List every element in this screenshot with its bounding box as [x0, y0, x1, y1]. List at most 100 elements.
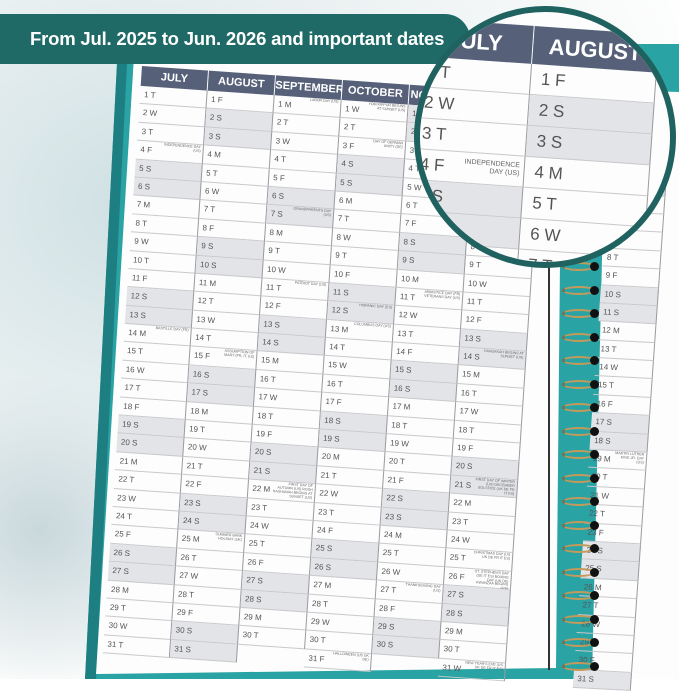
- day-label: 5 S: [417, 185, 444, 207]
- day-label: 7 S: [270, 209, 284, 220]
- day-label: 27 W: [179, 570, 199, 582]
- day-label: 21 M: [119, 456, 138, 467]
- day-label: 3 S: [208, 131, 221, 142]
- day-label: 14 T: [328, 342, 346, 353]
- holiday-label: PATRIOT DAY (US): [294, 280, 327, 287]
- day-label: 11 T: [399, 291, 416, 302]
- day-label: 4 T: [274, 154, 287, 165]
- day-label: 28 T: [311, 598, 329, 609]
- day-label: 27 T: [582, 600, 599, 611]
- day-label: 17 T: [124, 383, 141, 394]
- holiday-label: FIRST DAY OF WINTER (US) DECEMBER SOLSTI…: [475, 477, 516, 496]
- day-label: 21 F: [387, 475, 404, 486]
- day-label: 9 S: [402, 255, 415, 266]
- day-label: 17 W: [459, 406, 479, 417]
- day-label: 15 M: [260, 355, 280, 367]
- day-label: 16 T: [326, 378, 343, 389]
- binding-hole: [590, 520, 599, 530]
- day-label: 30 T: [443, 644, 460, 655]
- day-label: 26 T: [180, 552, 197, 563]
- day-label: 8 S: [403, 237, 416, 247]
- day-label: 12 S: [331, 305, 349, 316]
- day-label: 10 S: [604, 289, 622, 299]
- day-label: 13 S: [129, 309, 147, 320]
- day-label: 16 T: [460, 388, 477, 399]
- day-label: 19 T: [188, 424, 206, 435]
- day-label: 10 W: [266, 264, 287, 275]
- day-label: 26 S: [314, 561, 332, 572]
- day-label: 27 S: [246, 575, 264, 586]
- day-label: 29 F: [176, 607, 194, 618]
- day-label: 13 W: [196, 314, 216, 325]
- day-label: 8 T: [135, 218, 148, 229]
- day-label: 24 W: [450, 534, 470, 545]
- holiday-label: INDEPENDENCE DAY (US): [464, 158, 521, 178]
- day-label: 10 F: [333, 268, 351, 280]
- day-label: 5 T: [531, 193, 558, 214]
- day-label: 24 W: [249, 520, 269, 531]
- day-label: 3 W: [275, 136, 291, 147]
- day-label: 15 W: [327, 360, 347, 371]
- day-label: 18 S: [593, 435, 611, 446]
- day-label: 17 M: [392, 401, 411, 412]
- binding-hole: [590, 285, 599, 295]
- holiday-label: CHRISTMAS DAY (US UK DE FR IT ES): [473, 550, 511, 562]
- day-label: 25 M: [181, 534, 200, 545]
- day-label: 25 S: [315, 543, 333, 554]
- banner-text: From Jul. 2025 to Jun. 2026 and importan…: [30, 28, 445, 49]
- day-label: 2 T: [343, 122, 356, 133]
- day-label: 25 T: [248, 538, 265, 549]
- binding-hole: [590, 379, 599, 389]
- day-label: 13 T: [397, 328, 414, 339]
- day-label: 29 M: [444, 626, 464, 637]
- binding-hole: [590, 426, 599, 436]
- holiday-label: INDEPENDENCE DAY (US): [164, 142, 202, 154]
- day-label: 15 M: [461, 369, 481, 381]
- day-label: 20 S: [254, 447, 272, 458]
- day-label: 19 W: [389, 438, 410, 449]
- holiday-label: GRANDPARENTS DAY (US): [293, 206, 332, 218]
- day-label: 13 M: [330, 323, 349, 335]
- day-label: 1 W: [344, 104, 360, 115]
- day-label: 22 M: [453, 498, 472, 509]
- day-label: 18 F: [123, 401, 140, 412]
- day-label: 20 W: [187, 442, 207, 453]
- day-label: 5 T: [205, 168, 218, 178]
- day-label: 28 S: [445, 607, 463, 618]
- day-label: 6 S: [137, 181, 151, 192]
- day-label: 5 S: [138, 163, 152, 174]
- day-label: 20 S: [120, 437, 138, 449]
- holiday-label: NEW YEAR'S EVE (US UK DE FR IT ES): [465, 660, 504, 671]
- day-label: 21 T: [186, 460, 203, 472]
- holiday-label: DAY OF GERMAN UNITY (DE): [373, 138, 404, 149]
- day-label: 27 S: [447, 589, 465, 600]
- day-label: 14 F: [395, 346, 413, 357]
- binding-hole: [590, 497, 599, 506]
- day-label: 18 T: [458, 424, 475, 435]
- day-label: 16 S: [192, 369, 210, 380]
- day-label: 12 F: [264, 300, 281, 311]
- holiday-label: LABOR DAY (US): [309, 97, 339, 104]
- day-label: 4 M: [533, 162, 564, 184]
- binding-hole: [590, 332, 599, 342]
- day-label: 29 S: [377, 621, 395, 632]
- day-label: 11 S: [332, 287, 350, 298]
- day-label: 30 S: [376, 639, 394, 650]
- holiday-label: HALLOWEEN (US UK DE): [333, 651, 370, 662]
- day-label: 6 M: [338, 195, 353, 206]
- day-label: 6 S: [271, 191, 285, 201]
- day-label: 20 M: [321, 452, 340, 463]
- day-cell[interactable]: 31 S: [572, 669, 633, 691]
- day-label: 27 S: [112, 566, 130, 577]
- day-label: 19 F: [456, 443, 474, 454]
- day-label: 25 T: [449, 552, 466, 563]
- day-label: 16 S: [393, 383, 411, 394]
- day-label: 7 T: [337, 214, 350, 224]
- day-label: 22 T: [118, 474, 135, 485]
- day-label: 12 T: [197, 296, 214, 307]
- day-label: 2 S: [209, 113, 223, 123]
- day-label: 16 T: [259, 374, 276, 385]
- day-label: 6 T: [405, 200, 418, 211]
